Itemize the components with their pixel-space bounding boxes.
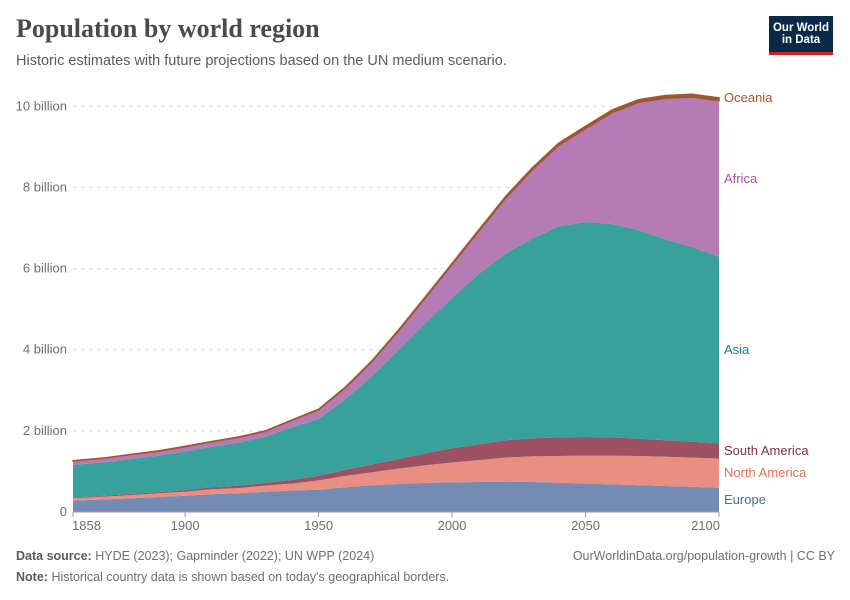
x-tick-label: 1858	[72, 518, 101, 533]
x-tick-label: 2000	[438, 518, 467, 533]
x-tick-label: 1900	[171, 518, 200, 533]
chart-subtitle: Historic estimates with future projectio…	[16, 53, 507, 69]
data-source: Data source: HYDE (2023); Gapminder (202…	[16, 549, 374, 563]
y-tick-label: 0	[60, 504, 67, 519]
source-url-link[interactable]: OurWorldinData.org/population-growth | C…	[572, 549, 835, 563]
area-asia[interactable]	[73, 222, 719, 498]
series-label-south-america[interactable]: South America	[724, 443, 809, 458]
x-tick-label: 2050	[571, 518, 600, 533]
owid-logo[interactable]: Our World in Data	[769, 16, 833, 55]
area-north-america[interactable]	[73, 455, 719, 501]
area-series	[72, 93, 720, 512]
series-label-europe[interactable]: Europe	[724, 492, 766, 507]
area-south-america[interactable]	[73, 437, 719, 499]
y-tick-label: 4 billion	[23, 342, 67, 357]
y-tick-label: 6 billion	[23, 261, 67, 276]
logo-line-2: in Data	[781, 34, 821, 46]
series-label-asia[interactable]: Asia	[724, 342, 750, 357]
x-tick-label: 1950	[304, 518, 333, 533]
y-tick-label: 2 billion	[23, 423, 67, 438]
series-labels: Europe North America South America Asia Afri…	[724, 90, 809, 507]
logo-line-1: Our World	[772, 22, 829, 34]
data-source-label: Data source:	[16, 549, 92, 563]
series-label-north-america[interactable]: North America	[724, 465, 807, 480]
chart-title: Population by world region	[16, 14, 320, 43]
series-label-africa[interactable]: Africa	[724, 171, 758, 186]
area-africa[interactable]	[73, 97, 719, 465]
y-tick-label: 8 billion	[23, 179, 67, 194]
note-label: Note:	[16, 570, 48, 584]
y-tick-label: 10 billion	[16, 98, 67, 113]
area-europe[interactable]	[73, 481, 719, 512]
chart-note: Note: Historical country data is shown b…	[16, 570, 449, 584]
note-text: Historical country data is shown based o…	[51, 570, 450, 584]
x-tick-label: 2100	[691, 518, 720, 533]
area-oceania[interactable]	[72, 93, 720, 462]
axes: 0 2 billion 4 billion 6 billion 8 billion 10 …	[16, 98, 720, 533]
data-source-text: HYDE (2023); Gapminder (2022); UN WPP (2…	[95, 549, 375, 563]
series-label-oceania[interactable]: Oceania	[724, 90, 773, 105]
